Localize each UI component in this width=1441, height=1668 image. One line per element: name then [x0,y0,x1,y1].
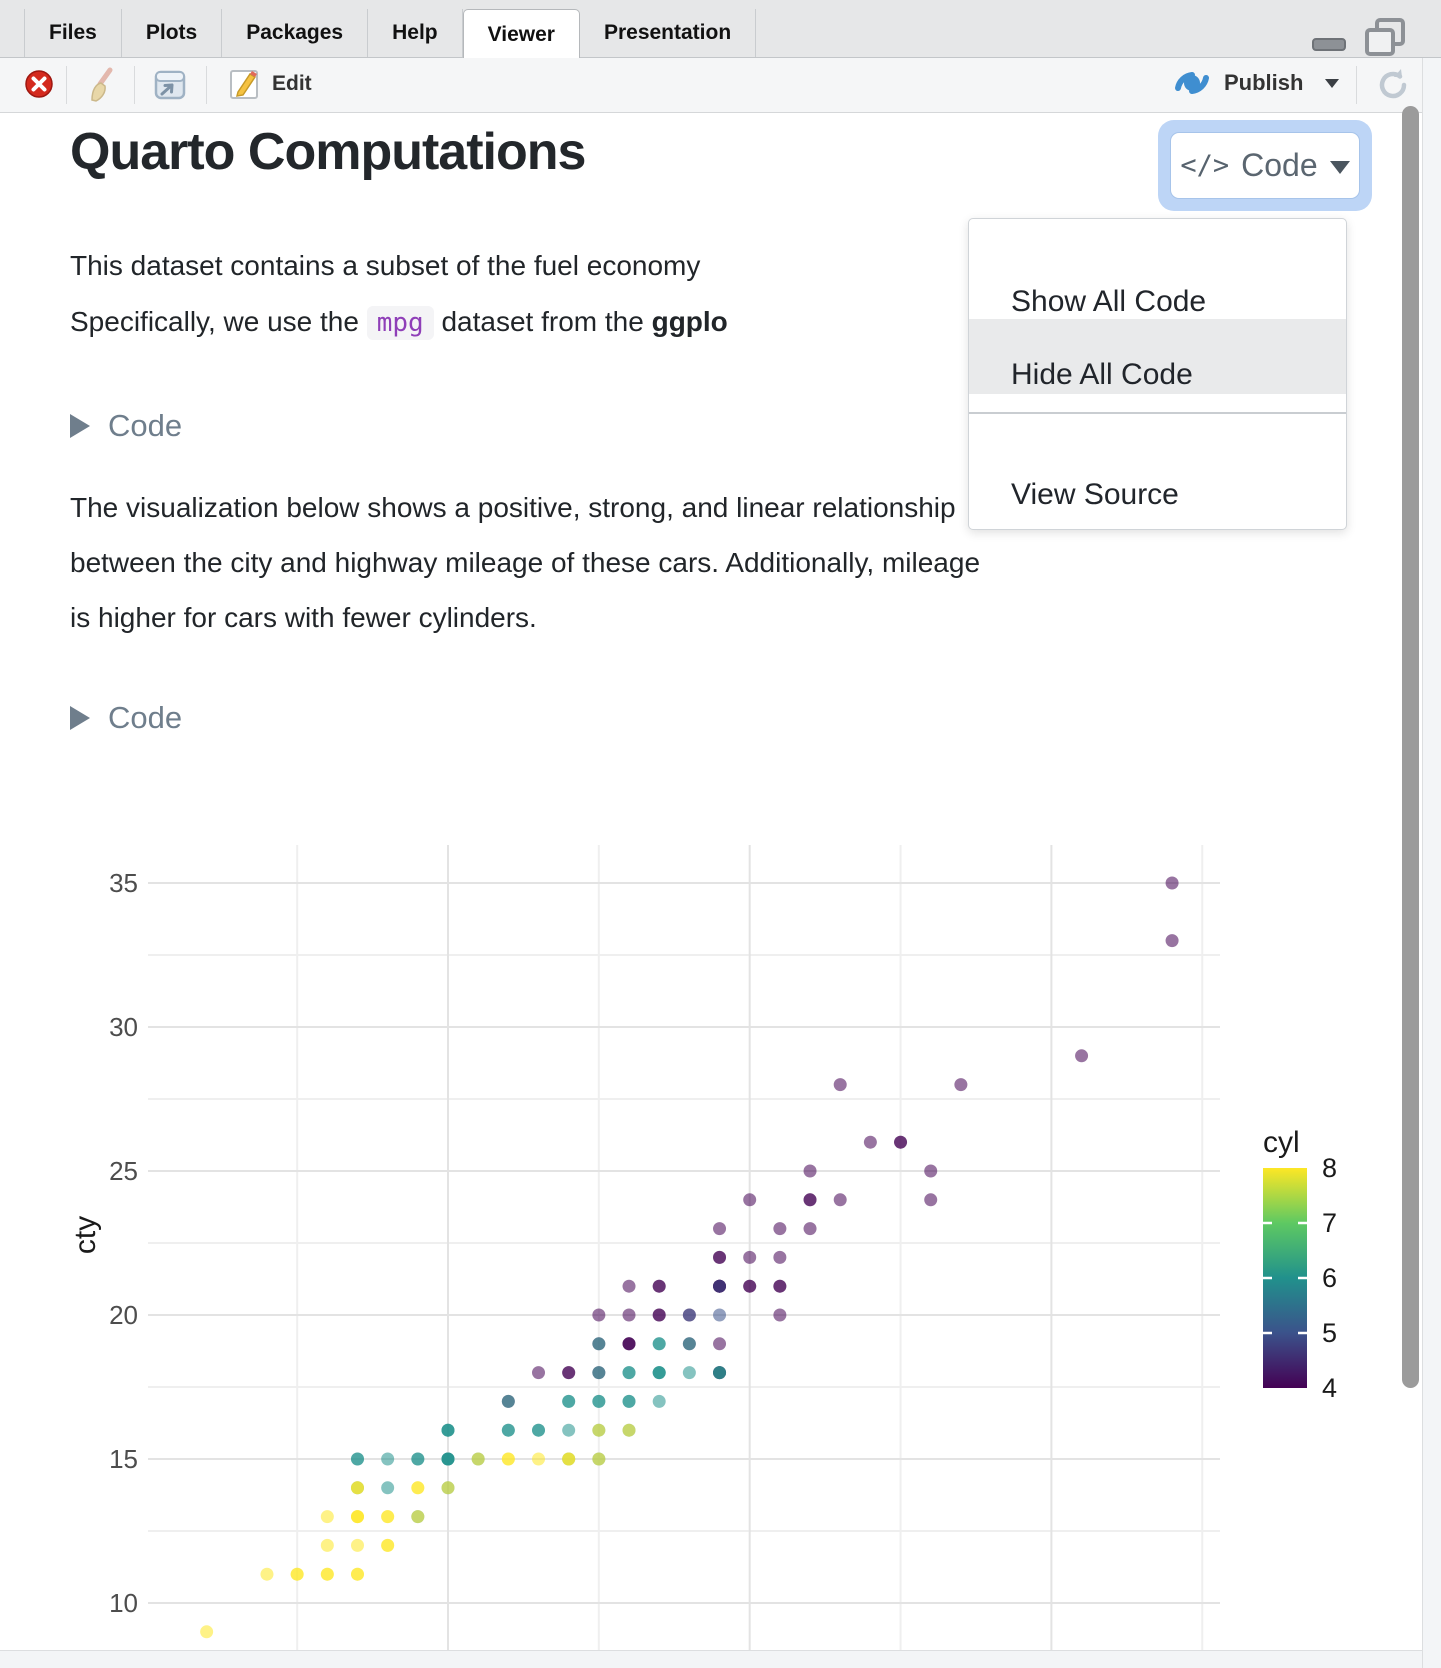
toolbar-separator [206,66,207,104]
tab-presentation[interactable]: Presentation [580,9,757,57]
legend-tick-label: 8 [1322,1153,1337,1183]
legend-tick-label: 6 [1322,1263,1337,1293]
y-tick-label: 20 [109,1300,138,1330]
y-tick-label: 35 [109,868,138,898]
disclosure-triangle-icon [70,706,90,730]
paragraph-2-line-2: between the city and highway mileage of … [70,547,981,578]
legend-tick-label: 7 [1322,1208,1337,1238]
code-brackets-icon: </> [1180,150,1230,181]
menu-item-show-all-code[interactable]: Show All Code [1011,284,1207,318]
paragraph-2-line-1: The visualization below shows a positive… [70,492,956,523]
paragraph-1-line-2: Specifically, we use the mpg dataset fro… [70,306,728,340]
pane-tabs: Files Plots Packages Help Viewer Presentation [24,9,757,59]
clear-broom-icon[interactable] [84,66,122,104]
publish-label: Publish [1224,70,1304,95]
edit-button[interactable]: Edit [226,66,312,102]
code-fold-2[interactable]: Code [70,700,182,736]
pane-bottom-edge [0,1650,1422,1668]
tab-packages[interactable]: Packages [222,9,369,57]
inline-code-mpg: mpg [366,306,434,340]
publish-dropdown-caret-icon [1325,78,1340,88]
legend-tick-label: 4 [1322,1373,1337,1403]
menu-item-hide-all-code[interactable]: Hide All Code [1011,357,1193,391]
y-tick-label: 15 [109,1444,138,1474]
y-axis-title: cty [69,1216,102,1254]
open-in-new-window-icon[interactable] [150,68,188,102]
code-tools-button[interactable]: </> Code [1158,120,1372,211]
menu-highlight [969,319,1346,394]
minimize-icon[interactable] [1309,17,1349,57]
page-title: Quarto Computations [70,123,586,181]
disclosure-triangle-icon [70,414,90,438]
code-fold-1[interactable]: Code [70,408,182,444]
tab-viewer[interactable]: Viewer [462,9,580,59]
code-fold-label: Code [108,408,183,443]
legend-tick-label: 5 [1322,1318,1337,1348]
y-tick-label: 30 [109,1012,138,1042]
edit-label: Edit [272,72,312,95]
y-tick-label: 10 [109,1588,138,1618]
legend-title: cyl [1263,1126,1300,1159]
window-buttons [1309,16,1407,58]
edit-pencil-icon [230,70,258,99]
tab-plots[interactable]: Plots [122,9,223,57]
tab-help[interactable]: Help [368,9,463,57]
publish-icon [1175,72,1209,94]
restore-window-icon[interactable] [1363,16,1407,58]
pane-tab-bar: Files Plots Packages Help Viewer Presentation [0,0,1441,59]
menu-item-view-source[interactable]: View Source [1011,477,1179,511]
viewer-toolbar: Edit Publish [0,58,1422,113]
toolbar-separator [1356,66,1357,104]
stop-icon[interactable] [24,69,54,99]
menu-separator [969,412,1346,414]
code-button-label: Code [1241,147,1318,183]
vertical-scrollbar[interactable] [1402,106,1419,1388]
code-dropdown-caret-icon [1329,161,1350,174]
code-tools-menu: Show All Code Hide All Code View Source [968,218,1347,530]
y-tick-label: 25 [109,1156,138,1186]
toolbar-separator [66,66,67,104]
toolbar-separator [134,66,135,104]
paragraph-1-line-1: This dataset contains a subset of the fu… [70,250,701,281]
code-fold-label: Code [108,700,183,735]
publish-button[interactable]: Publish [1172,66,1340,100]
tab-files[interactable]: Files [24,9,122,57]
paragraph-2-line-3: is higher for cars with fewer cylinders. [70,602,537,633]
refresh-icon[interactable] [1374,66,1412,104]
pane-right-edge [1422,58,1441,1668]
